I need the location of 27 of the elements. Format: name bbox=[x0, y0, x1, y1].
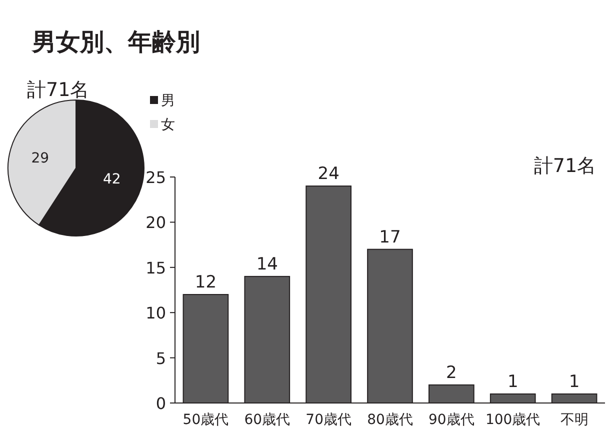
y-tick-label: 15 bbox=[146, 258, 166, 278]
y-tick-label: 25 bbox=[146, 168, 166, 187]
data-label: 2 bbox=[446, 362, 457, 383]
data-label: 24 bbox=[318, 164, 340, 184]
x-tick-label: 70歳代 bbox=[306, 412, 352, 428]
chart-title: 男女別、年齢別 bbox=[31, 28, 200, 56]
data-label: 17 bbox=[379, 227, 401, 248]
y-tick-label: 10 bbox=[146, 304, 166, 323]
legend-label: 女 bbox=[161, 117, 175, 133]
x-tick-label: 50歳代 bbox=[182, 412, 229, 428]
x-tick-label: 100歳代 bbox=[485, 412, 540, 428]
data-label: 1 bbox=[507, 372, 518, 392]
data-label: 1 bbox=[568, 372, 580, 392]
x-tick-label: 80歳代 bbox=[367, 412, 413, 428]
y-tick-label: 20 bbox=[146, 213, 166, 232]
text: 計71名 bbox=[534, 155, 596, 177]
legend-label: 男 bbox=[161, 93, 175, 109]
data-label: 12 bbox=[194, 272, 217, 293]
y-tick-label: 5 bbox=[156, 348, 166, 368]
data-label: 29 bbox=[31, 150, 50, 166]
y-tick-label: 0 bbox=[156, 394, 166, 413]
data-label: 42 bbox=[102, 172, 121, 188]
x-tick-label: 60歳代 bbox=[244, 412, 290, 428]
chart-subtitle: 計71名 bbox=[27, 79, 90, 101]
x-tick-label: 90歳代 bbox=[428, 412, 474, 428]
x-tick-label: 不明 bbox=[560, 412, 588, 428]
data-label: 14 bbox=[256, 254, 278, 274]
